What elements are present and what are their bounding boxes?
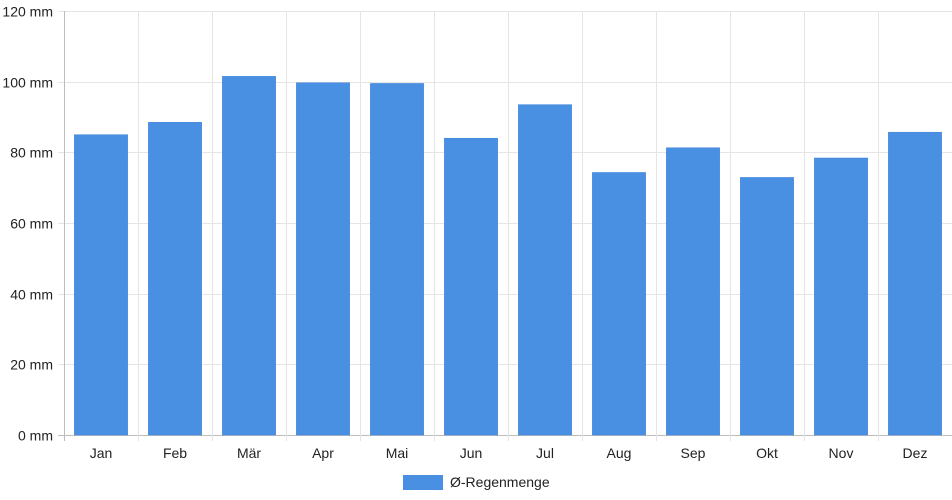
x-tick-label: Aug bbox=[607, 445, 632, 461]
x-tick-label: Jun bbox=[460, 445, 483, 461]
y-tick-label: 100 mm bbox=[2, 75, 53, 91]
bar-jul[interactable] bbox=[518, 104, 572, 436]
legend-label: Ø-Regenmenge bbox=[450, 474, 550, 490]
x-tick-label: Okt bbox=[756, 445, 778, 461]
x-tick-label: Sep bbox=[681, 445, 706, 461]
y-tick-label: 40 mm bbox=[10, 287, 53, 303]
x-tick-label: Dez bbox=[903, 445, 928, 461]
grid-lines bbox=[58, 11, 952, 441]
bar-jun[interactable] bbox=[444, 137, 498, 436]
x-tick-label: Mär bbox=[237, 445, 261, 461]
bar-apr[interactable] bbox=[296, 82, 350, 436]
y-tick-label: 120 mm bbox=[2, 4, 53, 20]
y-tick-label: 20 mm bbox=[10, 357, 53, 373]
x-tick-label: Apr bbox=[312, 445, 334, 461]
bar-dez[interactable] bbox=[888, 131, 942, 436]
x-axis-tick-labels: Jan Feb Mär Apr Mai Jun Jul Aug Sep Okt Nov Dez bbox=[90, 445, 928, 461]
x-tick-label: Mai bbox=[386, 445, 409, 461]
bars bbox=[74, 76, 942, 436]
x-tick-label: Jan bbox=[90, 445, 113, 461]
y-tick-label: 60 mm bbox=[10, 216, 53, 232]
y-tick-label: 0 mm bbox=[18, 428, 53, 444]
bar-mär[interactable] bbox=[222, 76, 276, 436]
bar-jan[interactable] bbox=[74, 134, 128, 436]
bar-sep[interactable] bbox=[666, 147, 720, 436]
legend-swatch bbox=[403, 475, 443, 490]
bar-nov[interactable] bbox=[814, 157, 868, 436]
x-tick-label: Jul bbox=[536, 445, 554, 461]
y-axis-tick-labels: 0 mm 20 mm 40 mm 60 mm 80 mm 100 mm 120 mm bbox=[2, 4, 53, 444]
y-tick-label: 80 mm bbox=[10, 145, 53, 161]
bar-okt[interactable] bbox=[740, 177, 794, 436]
bar-mai[interactable] bbox=[370, 83, 424, 436]
x-tick-label: Feb bbox=[163, 445, 187, 461]
bar-feb[interactable] bbox=[148, 122, 202, 436]
legend[interactable]: Ø-Regenmenge bbox=[403, 474, 550, 490]
bar-aug[interactable] bbox=[592, 172, 646, 436]
x-tick-label: Nov bbox=[829, 445, 854, 461]
